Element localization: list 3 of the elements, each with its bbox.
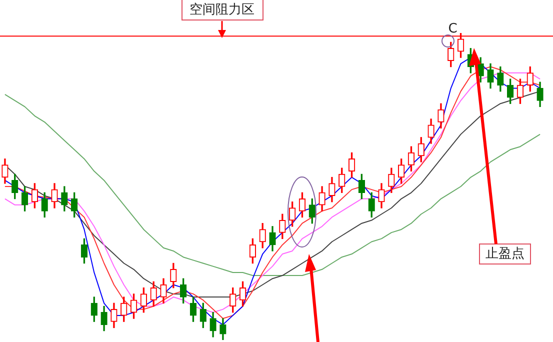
annotation: 止盈点 [486, 246, 524, 262]
ref-line-label: 空间阻力区 [190, 2, 254, 18]
annotation: C [448, 21, 458, 36]
